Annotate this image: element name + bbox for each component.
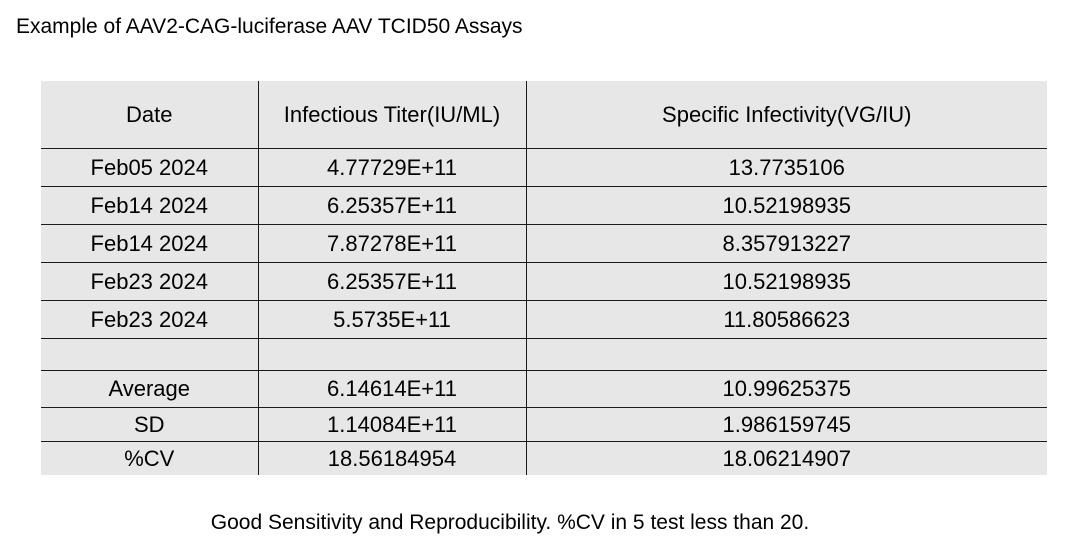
blank-cell	[41, 338, 258, 371]
assay-results-table-container: Date Infectious Titer(IU/ML) Specific In…	[41, 81, 1047, 475]
header-specific-infectivity: Specific Infectivity(VG/IU)	[525, 81, 1047, 149]
table-header-row: Date Infectious Titer(IU/ML) Specific In…	[41, 81, 1047, 149]
stat-row-cv: %CV 18.56184954 18.06214907	[41, 441, 1047, 475]
header-infectious-titer: Infectious Titer(IU/ML)	[257, 81, 526, 149]
cell-date: Feb14 2024	[41, 186, 258, 225]
table-row: Feb14 2024 7.87278E+11 8.357913227	[41, 224, 1047, 263]
stat-infectious-titer: 18.56184954	[257, 441, 526, 475]
table-row: Feb23 2024 6.25357E+11 10.52198935	[41, 262, 1047, 301]
cell-infectious-titer: 4.77729E+11	[257, 148, 526, 187]
assay-results-table: Date Infectious Titer(IU/ML) Specific In…	[41, 81, 1047, 475]
cell-specific-infectivity: 8.357913227	[525, 224, 1047, 263]
cell-infectious-titer: 5.5735E+11	[257, 300, 526, 339]
footnote: Good Sensitivity and Reproducibility. %C…	[210, 511, 810, 534]
stat-specific-infectivity: 18.06214907	[525, 441, 1047, 475]
stat-specific-infectivity: 1.986159745	[525, 407, 1047, 442]
blank-cell	[525, 338, 1047, 371]
table-row: Feb14 2024 6.25357E+11 10.52198935	[41, 186, 1047, 225]
cell-date: Feb14 2024	[41, 224, 258, 263]
cell-date: Feb23 2024	[41, 262, 258, 301]
stat-infectious-titer: 1.14084E+11	[257, 407, 526, 442]
cell-specific-infectivity: 10.52198935	[525, 262, 1047, 301]
stat-label: SD	[41, 407, 258, 442]
header-date: Date	[41, 81, 258, 149]
cell-infectious-titer: 6.25357E+11	[257, 186, 526, 225]
cell-date: Feb05 2024	[41, 148, 258, 187]
stat-specific-infectivity: 10.99625375	[525, 370, 1047, 408]
cell-infectious-titer: 7.87278E+11	[257, 224, 526, 263]
blank-separator-row	[41, 338, 1047, 371]
cell-specific-infectivity: 13.7735106	[525, 148, 1047, 187]
cell-infectious-titer: 6.25357E+11	[257, 262, 526, 301]
stat-row-average: Average 6.14614E+11 10.99625375	[41, 370, 1047, 408]
stat-label: %CV	[124, 445, 175, 471]
table-row: Feb05 2024 4.77729E+11 13.7735106	[41, 148, 1047, 187]
document-title: Example of AAV2-CAG-luciferase AAV TCID5…	[16, 15, 523, 38]
cell-specific-infectivity: 11.80586623	[525, 300, 1047, 339]
stat-label: Average	[41, 370, 258, 408]
cell-specific-infectivity: 10.52198935	[525, 186, 1047, 225]
blank-cell	[257, 338, 526, 371]
table-row: Feb23 2024 5.5735E+11 11.80586623	[41, 300, 1047, 339]
cell-date: Feb23 2024	[41, 300, 258, 339]
stat-infectious-titer: 6.14614E+11	[257, 370, 526, 408]
stat-row-sd: SD 1.14084E+11 1.986159745	[41, 407, 1047, 442]
